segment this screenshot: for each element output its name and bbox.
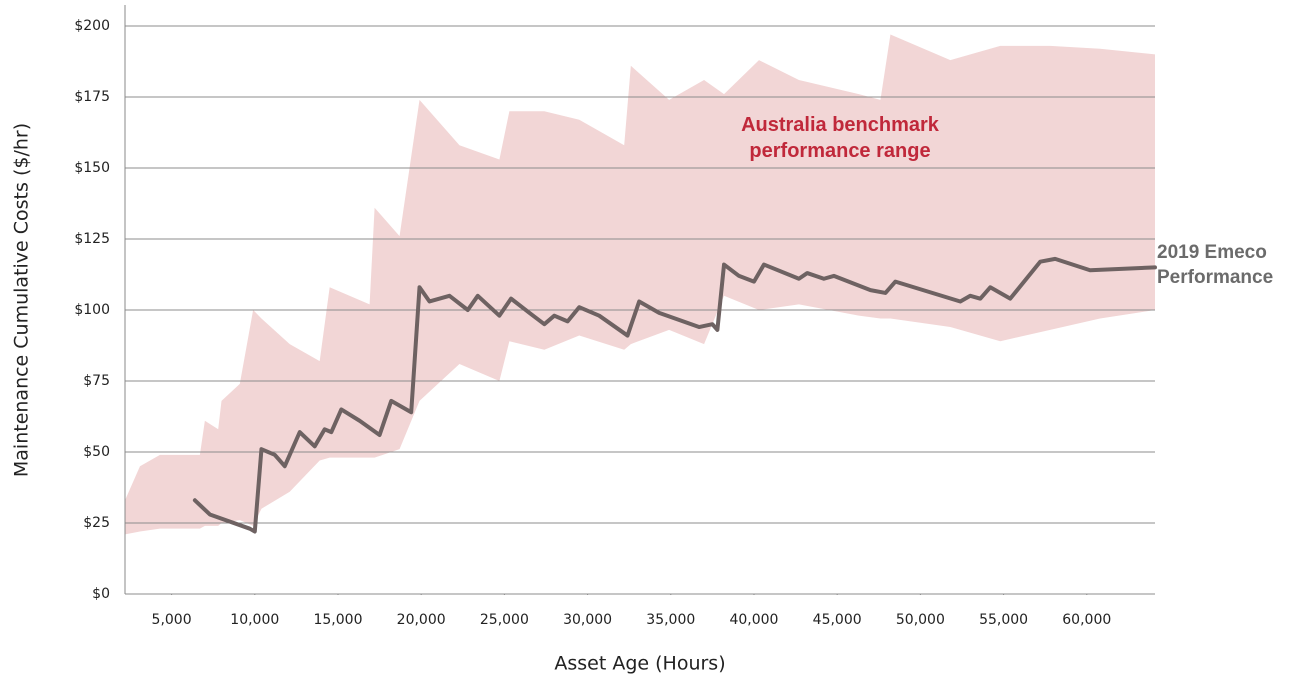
x-tick-label: 10,000 <box>230 612 279 628</box>
y-tick-label: $75 <box>83 373 110 389</box>
x-tick-label: 40,000 <box>729 612 778 628</box>
x-tick-label: 5,000 <box>152 612 192 628</box>
band-label: Australia benchmark performance range <box>741 114 939 162</box>
y-tick-label: $200 <box>74 18 110 34</box>
x-tick-label: 15,000 <box>313 612 362 628</box>
x-tick-label: 55,000 <box>979 612 1028 628</box>
benchmark-band <box>125 34 1155 535</box>
y-tick-label: $50 <box>83 444 110 460</box>
x-tick-label: 60,000 <box>1062 612 1111 628</box>
x-tick-label: 25,000 <box>480 612 529 628</box>
y-tick-label: $100 <box>74 302 110 318</box>
x-tick-label: 50,000 <box>896 612 945 628</box>
x-axis-title: Asset Age (Hours) <box>554 653 725 675</box>
y-tick-label: $0 <box>92 586 110 602</box>
y-axis-title: Maintenance Cumulative Costs ($/hr) <box>11 123 33 477</box>
x-tick-label: 45,000 <box>813 612 862 628</box>
series-line <box>192 256 1157 534</box>
y-tick-label: $175 <box>74 89 110 105</box>
x-tick-label: 35,000 <box>646 612 695 628</box>
y-tick-label: $125 <box>74 231 110 247</box>
x-tick-label: 20,000 <box>397 612 446 628</box>
y-tick-label: $150 <box>74 160 110 176</box>
y-tick-label: $25 <box>83 515 110 531</box>
series-label: 2019 Emeco Performance <box>1157 242 1274 288</box>
x-tick-label: 30,000 <box>563 612 612 628</box>
